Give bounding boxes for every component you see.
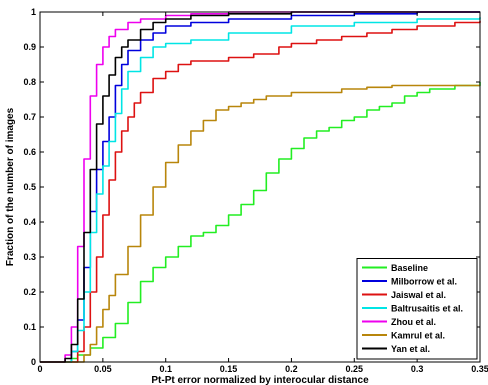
series-line-kamrul-et-al xyxy=(40,84,480,363)
legend-label: Baltrusaitis et al. xyxy=(391,304,463,314)
y-tick-label: 0.6 xyxy=(23,147,36,157)
y-tick-label: 0.4 xyxy=(23,217,36,227)
x-tick-label: 0.15 xyxy=(220,364,238,374)
y-tick-label: 0.8 xyxy=(23,77,36,87)
y-tick-label: 0.1 xyxy=(23,322,36,332)
x-tick-label: 0.3 xyxy=(411,364,424,374)
y-tick-label: 1 xyxy=(31,7,36,17)
series-line-baseline xyxy=(40,82,481,363)
y-tick-label: 0.3 xyxy=(23,252,36,262)
legend-label: Kamrul et al. xyxy=(391,331,445,341)
legend-label: Jaiswal et al. xyxy=(391,290,446,300)
x-tick-label: 0 xyxy=(37,364,42,374)
series-line-yan-et-al xyxy=(40,11,480,363)
axis-ticks: 0 0.05 0.1 0.15 0.2 0.25 0.3 0.35 0 0.1 0.2 0.3 0.4 0… xyxy=(23,7,488,374)
legend-label: Baseline xyxy=(391,263,428,273)
series-line-jaiswal-et-al xyxy=(40,20,481,363)
y-tick-label: 0.7 xyxy=(23,112,36,122)
y-tick-label: 0.9 xyxy=(23,42,36,52)
x-tick-label: 0.25 xyxy=(346,364,364,374)
series-line-baltrusaitis-et-al xyxy=(40,17,481,363)
x-tick-label: 0.1 xyxy=(159,364,172,374)
x-axis-title: Pt-Pt error normalized by interocular di… xyxy=(151,375,369,385)
legend-label: Milborrow et al. xyxy=(391,277,457,287)
x-tick-label: 0.05 xyxy=(94,364,112,374)
legend-label: Zhou et al. xyxy=(391,317,436,327)
x-tick-label: 0.35 xyxy=(471,364,488,374)
y-tick-label: 0.5 xyxy=(23,182,36,192)
y-tick-label: 0.2 xyxy=(23,287,36,297)
y-axis-title: Fraction of the number of images xyxy=(5,107,16,266)
x-tick-label: 0.2 xyxy=(285,364,298,374)
series-line-zhou-et-al xyxy=(40,11,480,363)
legend: Baseline Milborrow et al. Jaiswal et al. Ba… xyxy=(356,258,478,360)
y-tick-label: 0 xyxy=(31,357,36,367)
legend-label: Yan et al. xyxy=(391,344,430,354)
plot-marks xyxy=(40,11,481,363)
